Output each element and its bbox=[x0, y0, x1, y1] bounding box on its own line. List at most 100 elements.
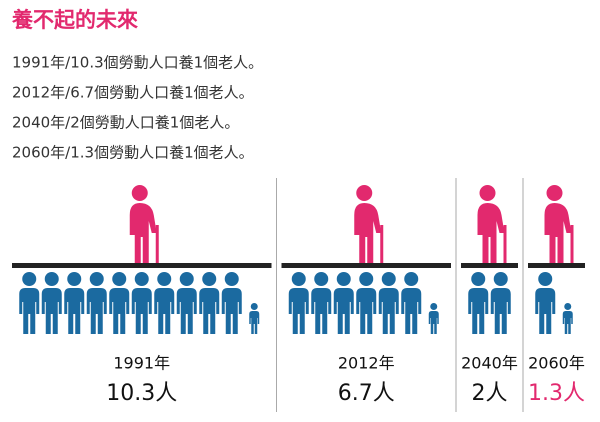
worker-body bbox=[41, 288, 62, 334]
worker-icon bbox=[333, 272, 354, 334]
worker-head bbox=[89, 272, 104, 286]
worker-body bbox=[19, 288, 40, 334]
worker-icon bbox=[154, 272, 175, 334]
value-label: 2人 bbox=[472, 381, 508, 406]
elderly-icon bbox=[129, 185, 159, 263]
worker-body bbox=[176, 288, 197, 334]
title: 養不起的未來 bbox=[11, 8, 138, 32]
elderly-body bbox=[544, 203, 572, 263]
worker-body bbox=[311, 288, 332, 334]
worker-icon bbox=[109, 272, 130, 334]
worker-icon bbox=[19, 272, 40, 334]
worker-body bbox=[86, 288, 107, 334]
value-label: 6.7人 bbox=[338, 381, 395, 406]
worker-head bbox=[564, 303, 572, 310]
elderly-cane bbox=[380, 225, 384, 263]
worker-head bbox=[112, 272, 127, 286]
worker-body bbox=[64, 288, 85, 334]
worker-icon bbox=[356, 272, 377, 334]
worker-body bbox=[356, 288, 377, 334]
worker-body bbox=[535, 288, 556, 334]
worker-icon bbox=[41, 272, 62, 334]
worker-head bbox=[493, 272, 508, 286]
worker-head bbox=[314, 272, 329, 286]
worker-head bbox=[291, 272, 306, 286]
elderly-head bbox=[356, 185, 373, 201]
worker-icon bbox=[562, 303, 573, 334]
worker-head bbox=[404, 272, 419, 286]
elderly-icon bbox=[354, 185, 384, 263]
annotation: 2012年/6.7個勞動人口養1個老人。 bbox=[12, 84, 254, 102]
worker-icon bbox=[490, 272, 511, 334]
value-label: 1.3人 bbox=[528, 381, 585, 406]
worker-head bbox=[336, 272, 351, 286]
worker-icon bbox=[378, 272, 399, 334]
worker-icon bbox=[401, 272, 422, 334]
worker-head bbox=[359, 272, 374, 286]
worker-body bbox=[221, 288, 242, 334]
category-label: 2040年 bbox=[461, 354, 518, 373]
elderly-icon bbox=[477, 185, 507, 263]
worker-icon bbox=[249, 303, 260, 334]
plank bbox=[12, 263, 272, 268]
worker-body bbox=[131, 288, 152, 334]
worker-icon bbox=[311, 272, 332, 334]
elderly-body bbox=[129, 203, 157, 263]
worker-icon bbox=[288, 272, 309, 334]
worker-head bbox=[44, 272, 59, 286]
worker-icon bbox=[221, 272, 242, 334]
worker-icon bbox=[468, 272, 489, 334]
worker-body bbox=[288, 288, 309, 334]
elderly-head bbox=[479, 185, 496, 201]
worker-head bbox=[179, 272, 194, 286]
worker-body bbox=[562, 311, 573, 334]
elderly-body bbox=[477, 203, 505, 263]
value-label: 10.3人 bbox=[106, 381, 177, 406]
worker-head bbox=[250, 303, 258, 310]
worker-body bbox=[154, 288, 175, 334]
worker-body bbox=[109, 288, 130, 334]
category-label: 2060年 bbox=[528, 354, 585, 373]
plank bbox=[281, 263, 451, 268]
elderly-head bbox=[131, 185, 148, 201]
worker-head bbox=[538, 272, 553, 286]
elderly-cane bbox=[503, 225, 507, 263]
worker-head bbox=[157, 272, 172, 286]
worker-body bbox=[199, 288, 220, 334]
worker-body bbox=[428, 311, 439, 334]
worker-head bbox=[430, 303, 438, 310]
worker-icon bbox=[176, 272, 197, 334]
worker-head bbox=[202, 272, 217, 286]
worker-icon bbox=[535, 272, 556, 334]
worker-icon bbox=[131, 272, 152, 334]
plank bbox=[528, 263, 585, 268]
elderly-cane bbox=[570, 225, 574, 263]
worker-head bbox=[67, 272, 82, 286]
worker-body bbox=[378, 288, 399, 334]
worker-body bbox=[468, 288, 489, 334]
worker-head bbox=[224, 272, 239, 286]
plank bbox=[461, 263, 518, 268]
annotation: 1991年/10.3個勞動人口養1個老人。 bbox=[12, 54, 263, 72]
worker-head bbox=[22, 272, 37, 286]
worker-head bbox=[471, 272, 486, 286]
category-label: 1991年 bbox=[113, 354, 170, 373]
elderly-body bbox=[354, 203, 382, 263]
worker-body bbox=[490, 288, 511, 334]
elderly-head bbox=[546, 185, 563, 201]
worker-body bbox=[249, 311, 260, 334]
worker-icon bbox=[86, 272, 107, 334]
worker-icon bbox=[199, 272, 220, 334]
worker-icon bbox=[428, 303, 439, 334]
annotation: 2040年/2個勞動人口養1個老人。 bbox=[12, 114, 239, 132]
annotation: 2060年/1.3個勞動人口養1個老人。 bbox=[12, 144, 254, 162]
worker-body bbox=[333, 288, 354, 334]
elderly-icon bbox=[544, 185, 574, 263]
worker-head bbox=[381, 272, 396, 286]
category-label: 2012年 bbox=[338, 354, 395, 373]
worker-head bbox=[134, 272, 149, 286]
worker-body bbox=[401, 288, 422, 334]
elderly-cane bbox=[155, 225, 159, 263]
worker-icon bbox=[64, 272, 85, 334]
